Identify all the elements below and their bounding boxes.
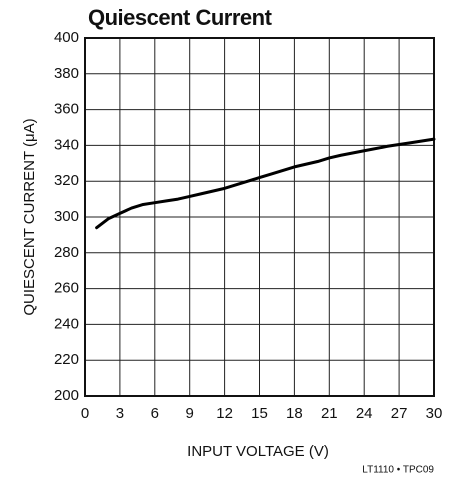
y-tick-label: 240: [54, 315, 79, 332]
x-tick-label: 24: [356, 405, 373, 422]
y-tick-label: 400: [54, 29, 79, 46]
y-tick-label: 220: [54, 351, 79, 368]
x-tick-label: 12: [216, 405, 233, 422]
footnote: LT1110 • TPC09: [362, 465, 434, 476]
x-tick-label: 0: [81, 405, 89, 422]
y-tick-label: 360: [54, 101, 79, 118]
x-tick-label: 27: [391, 405, 408, 422]
y-tick-label: 300: [54, 208, 79, 225]
y-tick-label: 340: [54, 136, 79, 153]
y-tick-label: 200: [54, 387, 79, 404]
data-line: [95, 137, 436, 230]
x-tick-label: 30: [426, 405, 443, 422]
chart-title: Quiescent Current: [88, 5, 273, 30]
y-tick-label: 320: [54, 172, 79, 189]
x-tick-label: 18: [286, 405, 303, 422]
x-axis-label: INPUT VOLTAGE (V): [187, 443, 329, 460]
x-tick-label: 3: [116, 405, 124, 422]
x-tick-label: 21: [321, 405, 338, 422]
plot-frame: [84, 37, 435, 397]
y-tick-label: 280: [54, 244, 79, 261]
x-tick-label: 6: [151, 405, 159, 422]
x-tick-label: 9: [186, 405, 194, 422]
y-axis-label: QUIESCENT CURRENT (μA): [21, 118, 38, 315]
x-tick-label: 15: [251, 405, 268, 422]
y-tick-label: 260: [54, 280, 79, 297]
y-tick-label: 380: [54, 65, 79, 82]
